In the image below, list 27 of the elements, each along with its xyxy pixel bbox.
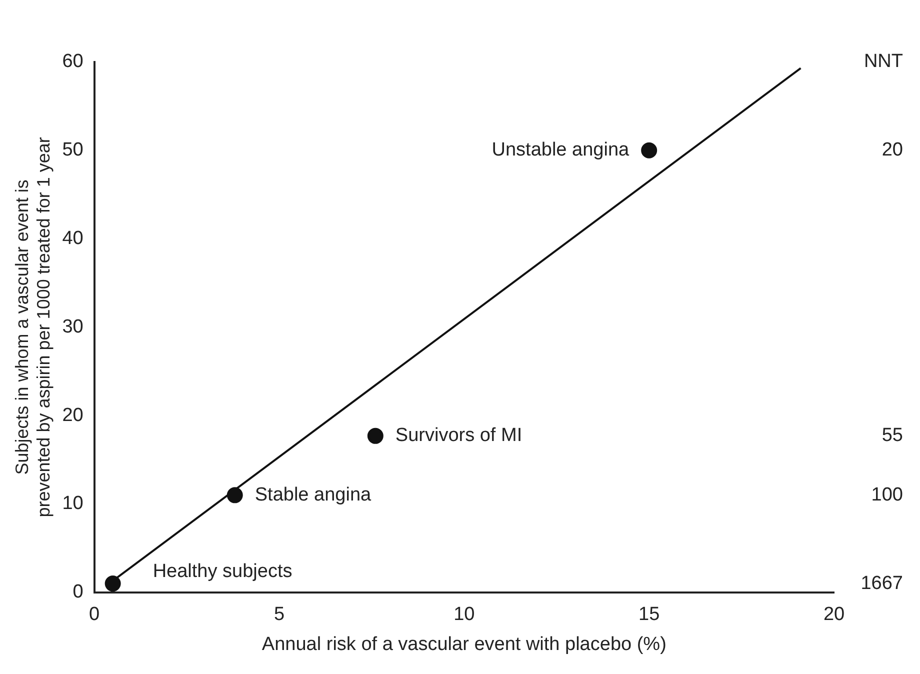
y-tick-label: 60: [62, 51, 84, 72]
x-tick-label: 15: [638, 604, 660, 626]
annotation: Stable angina: [254, 484, 372, 506]
text: NNT: [864, 51, 904, 72]
y-tick-label: 50: [62, 140, 84, 161]
x-axis-title: Annual risk of a vascular event with placebo (%): [262, 634, 666, 655]
y-tick-label: 0: [72, 582, 84, 603]
y-tick-label: 10: [62, 493, 84, 514]
point: [226, 487, 243, 504]
x-tick-label: 10: [454, 604, 475, 626]
text: 100: [871, 484, 903, 506]
x-tick-label: 5: [274, 604, 285, 626]
annotation: Survivors of MI: [395, 425, 522, 446]
y-axis-title: Subjects in whom a vascular event is prevented by aspirin per 1000 treated for 1 year: [12, 137, 54, 518]
text: 20: [882, 140, 903, 161]
text: 1667: [860, 572, 903, 594]
x-tick-label: 20: [823, 604, 845, 626]
y-tick-label: 20: [62, 404, 84, 426]
point: [641, 142, 658, 158]
text: 55: [882, 425, 903, 446]
annotation: Healthy subjects: [152, 560, 292, 582]
annotation: Unstable angina: [492, 140, 630, 161]
point: [104, 576, 121, 592]
x-tick-label: 0: [89, 604, 100, 626]
y-tick-label: 30: [62, 316, 84, 338]
y-tick-label: 40: [62, 228, 84, 250]
point: [367, 428, 384, 444]
